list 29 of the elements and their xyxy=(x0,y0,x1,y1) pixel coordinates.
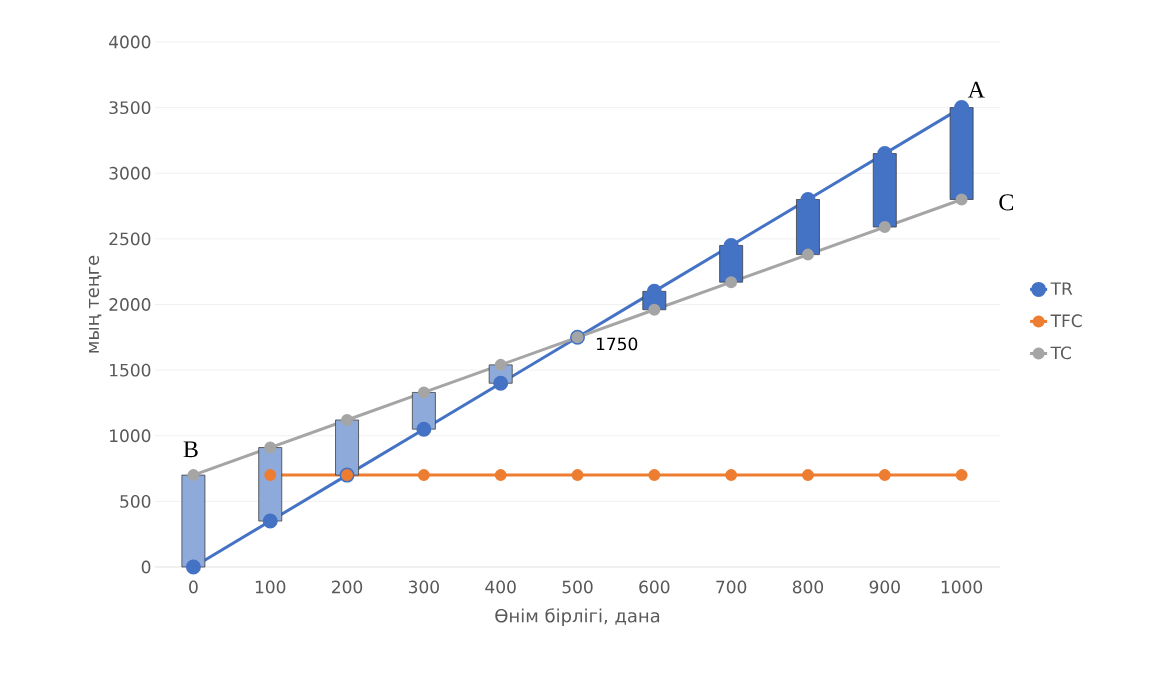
legend-label: TC xyxy=(1050,346,1071,360)
x-tick-label: 0 xyxy=(189,580,198,594)
y-tick-label: 500 xyxy=(120,494,151,508)
y-axis-title: мың теңге xyxy=(88,255,102,353)
x-tick-label: 100 xyxy=(255,580,286,594)
x-tick-label: 500 xyxy=(562,580,593,594)
x-tick-label: 600 xyxy=(639,580,670,594)
y-tick-label: 2500 xyxy=(109,232,151,246)
x-tick-label: 800 xyxy=(792,580,824,594)
legend-label: TFC xyxy=(1050,314,1082,328)
x-tick-label: 300 xyxy=(408,580,439,594)
y-tick-label: 1500 xyxy=(110,363,151,377)
x-axis-title: Өнім бірлігі, дана xyxy=(495,608,660,626)
annotation: C xyxy=(999,194,1014,211)
x-tick-label: 900 xyxy=(869,580,900,594)
x-tick-label: 200 xyxy=(332,580,363,594)
y-tick-label: 2000 xyxy=(109,298,151,311)
y-tick-label: 3500 xyxy=(109,101,151,115)
annotation: 1750 xyxy=(596,337,638,351)
x-tick-label: 1000 xyxy=(941,580,983,594)
y-tick-label: 0 xyxy=(141,560,151,574)
y-tick-label: 1000 xyxy=(110,429,151,443)
y-tick-label: 3000 xyxy=(109,166,151,180)
legend-label: TR xyxy=(1050,282,1073,295)
x-tick-label: 700 xyxy=(716,580,747,594)
x-tick-label: 400 xyxy=(485,580,516,594)
y-tick-label: 4000 xyxy=(109,35,151,49)
annotation: B xyxy=(183,441,198,458)
annotation: A xyxy=(967,81,985,98)
